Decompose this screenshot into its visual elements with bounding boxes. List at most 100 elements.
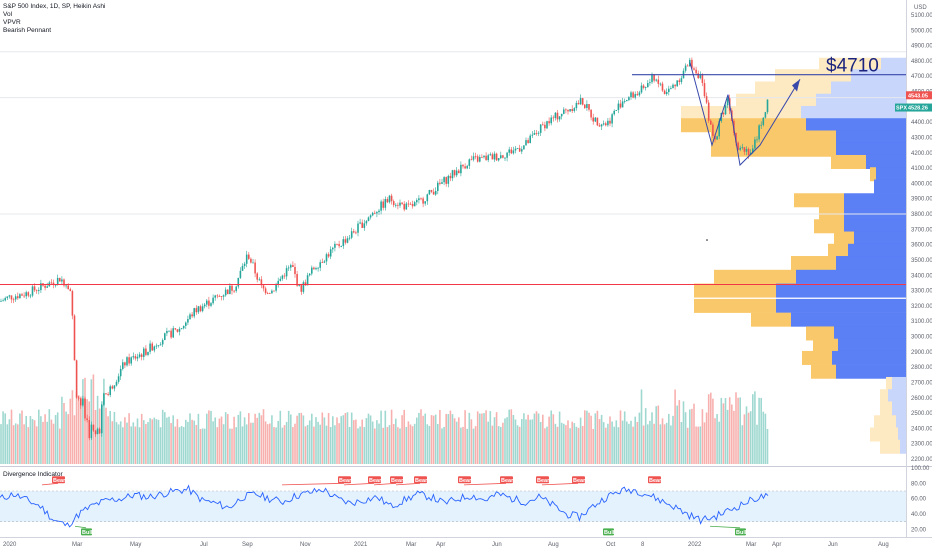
bear-tag-bg (458, 476, 471, 484)
candle-body (508, 149, 510, 153)
price-pane[interactable] (0, 0, 906, 464)
candle-body (481, 156, 483, 158)
candle-body (271, 290, 273, 294)
candle-body (38, 290, 40, 292)
vp-up-bar (892, 401, 906, 416)
indicator-vpvr[interactable]: VPVR (3, 19, 21, 26)
volume-bar (474, 426, 477, 464)
spx-tag-prefix-bg (895, 103, 906, 112)
volume-bar (512, 414, 515, 464)
vp-up-bar (831, 81, 906, 96)
volume-bar (665, 422, 668, 464)
bear-tag-bg (500, 476, 513, 484)
candle-body (529, 135, 531, 144)
volume-bar (130, 426, 132, 464)
volume-bar (529, 419, 531, 464)
volume-bar (556, 426, 559, 464)
bear-divergence-line (373, 482, 397, 486)
currency-label: USD (914, 5, 927, 11)
volume-bar (275, 427, 277, 464)
price-tick-label: 3200.00 (911, 304, 932, 310)
volume-bar (298, 413, 300, 464)
osc-tick-label: 40.00 (911, 512, 927, 518)
symbol-line[interactable]: S&P 500 Index, 1D, SP, Heikin Ashi (3, 3, 106, 10)
candle-body (21, 294, 23, 296)
volume-bar (281, 427, 284, 464)
volume-bar (458, 417, 460, 464)
volume-bar (558, 411, 561, 464)
volume-bar (518, 426, 521, 464)
candle-body (590, 109, 592, 118)
volume-bars (0, 374, 769, 464)
candle-body (539, 124, 542, 133)
bull-tag-bg (81, 528, 92, 536)
vp-down-bar (880, 389, 888, 404)
candle-body (537, 132, 540, 134)
candle-body (363, 223, 366, 228)
volume-bar (254, 413, 256, 464)
candle-body (497, 158, 500, 161)
candle-body (701, 75, 704, 84)
candle-body (269, 293, 271, 294)
volume-bar (182, 426, 185, 464)
candle-body (31, 286, 34, 296)
candle-body (252, 262, 254, 264)
time-tick-label: Apr (436, 542, 445, 548)
volume-bar (695, 426, 697, 464)
volume-bar (661, 418, 664, 464)
candle-body (210, 303, 212, 306)
candle-body (143, 348, 145, 357)
volume-bar (122, 427, 124, 464)
bull-tag-text: Bull (604, 530, 615, 536)
indicator-vol[interactable]: Vol (3, 11, 13, 18)
volume-bar (411, 426, 414, 464)
volume-bar (69, 398, 72, 464)
volume-bar (508, 409, 510, 464)
volume-bar (626, 421, 628, 464)
vp-down-bar (819, 57, 881, 72)
candle-body (510, 149, 513, 154)
volume-bar (451, 414, 454, 464)
candle-body (521, 149, 523, 152)
candle-body (470, 159, 473, 161)
candle-body (130, 357, 132, 364)
bear-tag-text: Bear (415, 478, 428, 484)
candle-body (344, 239, 347, 243)
candle-body (336, 243, 338, 245)
spx-tag-bg (906, 103, 932, 112)
volume-bar (290, 414, 292, 464)
candle-body (760, 124, 762, 126)
volume-bar (334, 425, 336, 464)
candle-body (195, 308, 198, 313)
volume-bar (409, 424, 412, 464)
candle-body (75, 360, 78, 398)
vp-down-bar (711, 142, 836, 157)
candle-body (365, 221, 368, 224)
volume-bar (460, 427, 462, 464)
volume-bar (575, 426, 578, 464)
vp-down-bar (794, 193, 844, 208)
volume-bar (61, 396, 63, 464)
volume-bar (613, 426, 615, 464)
volume-bar (164, 412, 166, 464)
indicator-bearish-pennant[interactable]: Bearish Pennant (3, 27, 52, 34)
volume-bar (33, 420, 36, 464)
volume-bar (714, 418, 716, 464)
candle-body (220, 296, 223, 297)
candle-body (119, 368, 122, 377)
candle-body (227, 289, 229, 295)
candle-body (439, 182, 441, 184)
volume-bar (103, 378, 105, 464)
vp-up-bar (776, 283, 906, 298)
candle-body (27, 292, 30, 296)
volume-bar (565, 425, 567, 464)
volume-bar (365, 418, 368, 464)
candle-body (422, 198, 424, 204)
bear-tag: Bear (648, 476, 662, 484)
volume-bar (548, 416, 550, 464)
candle-body (176, 329, 179, 332)
oscillator-title[interactable]: Divergence Indicator (3, 471, 63, 478)
bear-divergence-line (41, 482, 59, 486)
volume-bar (216, 427, 219, 464)
